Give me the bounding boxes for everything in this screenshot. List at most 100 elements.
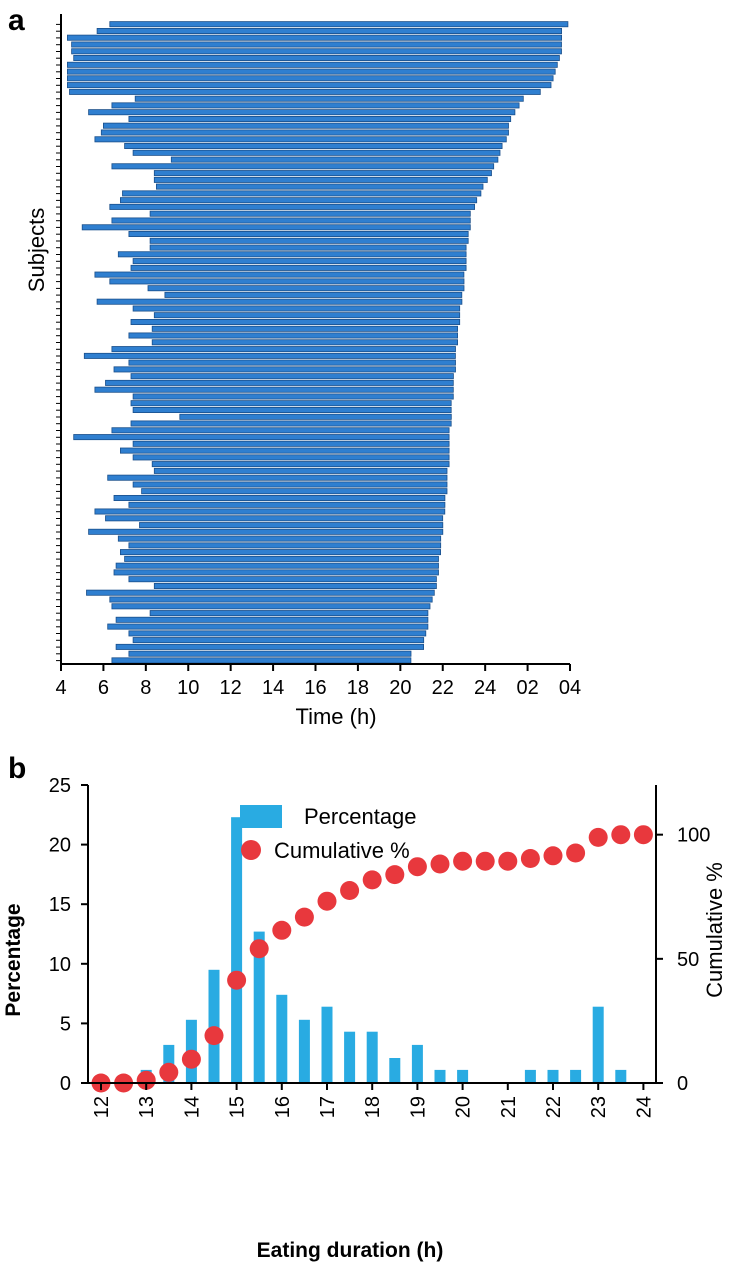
cumulative-dot xyxy=(340,881,360,900)
cumulative-dot xyxy=(181,1049,201,1069)
subject-bar xyxy=(130,420,452,427)
cumulative-dot xyxy=(362,870,382,890)
subject-bar xyxy=(111,427,450,434)
subject-bar xyxy=(128,332,459,339)
cumulative-dot xyxy=(136,1070,156,1090)
subject-bar xyxy=(132,406,452,413)
subject-bar xyxy=(115,616,429,623)
subject-bar xyxy=(88,528,444,535)
panel-a-x-title: Time (h) xyxy=(295,704,376,729)
time-tick-label: 4 xyxy=(55,677,66,699)
percentage-ticks: 0 5 10 15 20 25 xyxy=(49,775,88,1095)
subject-bar xyxy=(153,170,492,177)
subject-bar xyxy=(69,88,541,95)
subject-bar xyxy=(105,515,444,522)
subject-bar xyxy=(109,21,569,28)
subject-bar xyxy=(151,325,458,332)
subject-bar xyxy=(128,230,469,237)
percentage-bar xyxy=(434,1069,446,1083)
duration-tick-label: 14 xyxy=(181,1096,203,1118)
subject-bar xyxy=(124,555,439,562)
cumulative-dot xyxy=(430,854,450,874)
duration-tick-label: 17 xyxy=(317,1096,339,1118)
duration-tick-label: 22 xyxy=(543,1096,565,1118)
legend-dot-label: Cumulative % xyxy=(274,838,410,863)
panel-a-y-title: Subjects xyxy=(24,208,49,292)
subject-bar xyxy=(149,610,429,617)
panel-b: b 0 5 10 15 20 25 0 50 100 12 13 14 15 16 17 18 19 20 21… xyxy=(2,752,727,1262)
subject-bar xyxy=(67,82,552,89)
subject-bar xyxy=(132,454,450,461)
cumulative-dot xyxy=(294,907,314,927)
subject-bar xyxy=(164,291,463,298)
subject-bar xyxy=(139,522,444,529)
percentage-bar xyxy=(457,1069,469,1083)
percentage-tick-label: 25 xyxy=(49,775,71,797)
subject-bar xyxy=(103,122,509,129)
subject-bar xyxy=(113,366,456,373)
subject-bar xyxy=(128,630,427,637)
subject-bar xyxy=(94,271,465,278)
subject-bar xyxy=(107,623,429,630)
subject-bar xyxy=(96,298,463,305)
percentage-tick-label: 15 xyxy=(49,894,71,916)
time-tick-label: 22 xyxy=(432,677,454,699)
subject-bar xyxy=(111,217,471,224)
subject-bar xyxy=(132,393,454,400)
subject-bar xyxy=(111,603,431,610)
percentage-bar xyxy=(615,1069,627,1083)
subject-bar xyxy=(111,657,412,664)
time-tick-label: 04 xyxy=(559,677,581,699)
time-tick-label: 02 xyxy=(516,677,538,699)
subject-bar xyxy=(115,643,424,650)
percentage-bar xyxy=(570,1069,582,1083)
subject-bar xyxy=(67,61,558,68)
subject-bar xyxy=(109,203,475,210)
panel-b-y-right-title: Cumulative % xyxy=(702,862,727,998)
cumulative-dot xyxy=(159,1062,179,1082)
subject-bar xyxy=(113,569,439,576)
subject-bar xyxy=(86,589,435,596)
subject-bar xyxy=(81,224,471,231)
cumulative-dot xyxy=(588,827,608,847)
subject-bar xyxy=(128,650,412,657)
subject-bar xyxy=(132,637,425,644)
subject-bar xyxy=(73,55,560,62)
cumulative-dots xyxy=(91,825,653,1093)
legend-bar-swatch xyxy=(240,805,282,828)
subject-ticks xyxy=(56,23,61,662)
subject-bar xyxy=(67,68,556,75)
subject-bar xyxy=(170,156,499,163)
percentage-bar xyxy=(524,1069,536,1083)
subject-bar xyxy=(105,379,454,386)
time-tick-label: 8 xyxy=(140,677,151,699)
subject-bar xyxy=(113,494,446,501)
subject-bar xyxy=(153,467,448,474)
subject-bars xyxy=(67,21,569,664)
cumulative-dot xyxy=(249,939,269,959)
subject-bar xyxy=(128,576,437,583)
subject-bar xyxy=(141,488,448,495)
duration-tick-label: 24 xyxy=(633,1096,655,1118)
legend-dot-swatch xyxy=(241,840,261,860)
subject-bar xyxy=(67,75,554,82)
panel-a-letter: a xyxy=(8,4,25,37)
subject-bar xyxy=(132,258,467,265)
time-tick-label: 12 xyxy=(220,677,242,699)
subject-bar xyxy=(132,305,461,312)
cumulative-dot xyxy=(498,851,518,871)
subject-bar xyxy=(132,440,450,447)
duration-tick-label: 21 xyxy=(498,1096,520,1118)
cumulative-dot xyxy=(520,849,540,868)
subject-bar xyxy=(155,183,484,190)
time-ticks: 4 6 8 10 12 14 16 18 20 22 24 02 04 xyxy=(55,664,581,699)
cumulative-dot xyxy=(317,891,337,911)
subject-bar xyxy=(71,41,562,48)
percentage-bar xyxy=(592,1006,604,1083)
subject-bar xyxy=(149,210,471,217)
duration-tick-label: 19 xyxy=(407,1096,429,1118)
subject-bar xyxy=(128,116,512,123)
duration-tick-label: 16 xyxy=(272,1096,294,1118)
subject-bar xyxy=(130,318,461,325)
